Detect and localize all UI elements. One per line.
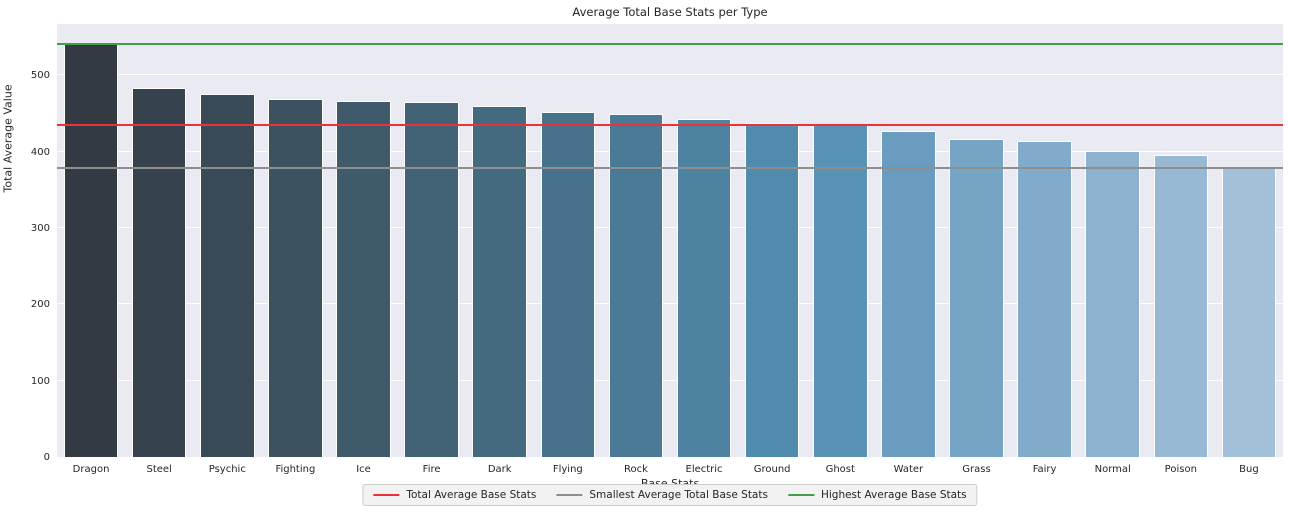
x-tick-label: Water — [893, 464, 924, 475]
bar-slot-ice: Ice — [329, 24, 397, 475]
reference-line — [57, 123, 1283, 126]
x-tick-label: Rock — [623, 464, 648, 475]
x-tick-label: Dark — [487, 464, 512, 475]
legend-entry-smallest-average: Smallest Average Total Base Stats — [556, 489, 768, 501]
gridline — [57, 226, 1283, 228]
bar-slot-dark: Dark — [466, 24, 534, 475]
bar-poison — [1153, 155, 1209, 457]
bar-water — [881, 130, 936, 457]
bar-bug — [1221, 167, 1277, 457]
bar-slot-fighting: Fighting — [261, 24, 329, 475]
bars-container: Dragon Steel Psychic Fighting Ice Fire Dark Fly… — [57, 24, 1283, 475]
y-tick-label: 200 — [30, 299, 50, 311]
bar-slot-fairy: Fairy — [1011, 24, 1079, 475]
legend-label: Total Average Base Stats — [406, 489, 537, 501]
bar-slot-steel: Steel — [125, 24, 193, 475]
x-tick-label: Poison — [1164, 464, 1197, 475]
bar-dark — [472, 106, 527, 457]
legend-entry-total-average: Total Average Base Stats — [373, 489, 536, 501]
x-tick-label: Fire — [422, 464, 441, 475]
bar-slot-ghost: Ghost — [806, 24, 874, 475]
legend: Total Average Base Stats Smallest Averag… — [362, 484, 978, 506]
bar-slot-flying: Flying — [534, 24, 602, 475]
y-tick-label: 0 — [43, 452, 50, 463]
legend-entry-highest-average: Highest Average Base Stats — [787, 489, 967, 501]
bar-grass — [949, 139, 1004, 457]
y-tick-label: 100 — [30, 375, 50, 387]
x-tick-label: Steel — [146, 464, 172, 475]
x-tick-label: Fighting — [275, 464, 316, 475]
x-tick-label: Ground — [753, 464, 791, 475]
bar-slot-fire: Fire — [398, 24, 466, 475]
gridline — [57, 150, 1283, 152]
reference-line — [57, 42, 1283, 45]
bar-ice — [336, 101, 391, 457]
bar-slot-psychic: Psychic — [193, 24, 261, 475]
bar-rock — [608, 114, 664, 457]
y-tick-label: 400 — [30, 146, 50, 158]
y-tick-label: 300 — [30, 222, 50, 234]
bar-fairy — [1017, 140, 1072, 457]
gridline — [57, 379, 1283, 381]
y-tick-label: 500 — [30, 70, 50, 82]
bar-normal — [1085, 150, 1140, 457]
legend-label: Smallest Average Total Base Stats — [589, 489, 768, 501]
x-tick-label: Electric — [685, 464, 723, 475]
gridline — [57, 303, 1283, 305]
legend-label: Highest Average Base Stats — [820, 489, 967, 501]
reference-line — [57, 166, 1283, 169]
bar-ghost — [813, 124, 868, 457]
x-tick-label: Flying — [552, 464, 583, 475]
bar-ground — [744, 122, 800, 457]
bar-slot-bug: Bug — [1215, 24, 1283, 475]
bar-slot-grass: Grass — [942, 24, 1010, 475]
x-tick-label: Bug — [1239, 464, 1259, 475]
y-axis: 0 100 200 300 400 500 — [0, 24, 50, 463]
bar-slot-water: Water — [874, 24, 942, 475]
bar-psychic — [200, 94, 255, 457]
bar-flying — [540, 111, 596, 457]
x-tick-label: Psychic — [208, 464, 246, 475]
bar-slot-ground: Ground — [738, 24, 806, 475]
bar-slot-normal: Normal — [1079, 24, 1147, 475]
x-tick-label: Ghost — [825, 464, 855, 475]
bar-slot-rock: Rock — [602, 24, 670, 475]
bar-slot-dragon: Dragon — [57, 24, 125, 475]
bar-fire — [404, 101, 459, 457]
x-tick-label: Ice — [356, 464, 371, 475]
gridline — [57, 74, 1283, 76]
red-line-swatch — [373, 494, 400, 496]
x-tick-label: Grass — [962, 464, 991, 475]
green-line-swatch — [787, 494, 814, 496]
bar-slot-electric: Electric — [670, 24, 738, 475]
bar-slot-poison: Poison — [1147, 24, 1215, 475]
chart-title: Average Total Base Stats per Type — [572, 5, 768, 19]
x-tick-label: Dragon — [72, 464, 110, 475]
gray-line-swatch — [556, 494, 583, 496]
x-tick-label: Fairy — [1032, 464, 1057, 475]
bar-dragon — [63, 43, 119, 457]
x-tick-label: Normal — [1094, 464, 1131, 475]
bar-steel — [131, 88, 187, 457]
plot-area: Dragon Steel Psychic Fighting Ice Fire Dark Fly… — [57, 24, 1283, 475]
bar-fighting — [268, 98, 323, 457]
bar-electric — [676, 119, 732, 457]
